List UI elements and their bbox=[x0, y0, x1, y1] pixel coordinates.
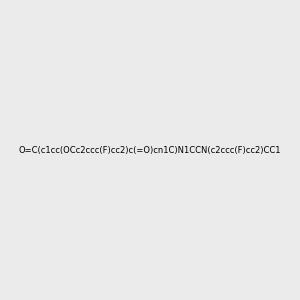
Text: O=C(c1cc(OCc2ccc(F)cc2)c(=O)cn1C)N1CCN(c2ccc(F)cc2)CC1: O=C(c1cc(OCc2ccc(F)cc2)c(=O)cn1C)N1CCN(c… bbox=[19, 146, 281, 154]
